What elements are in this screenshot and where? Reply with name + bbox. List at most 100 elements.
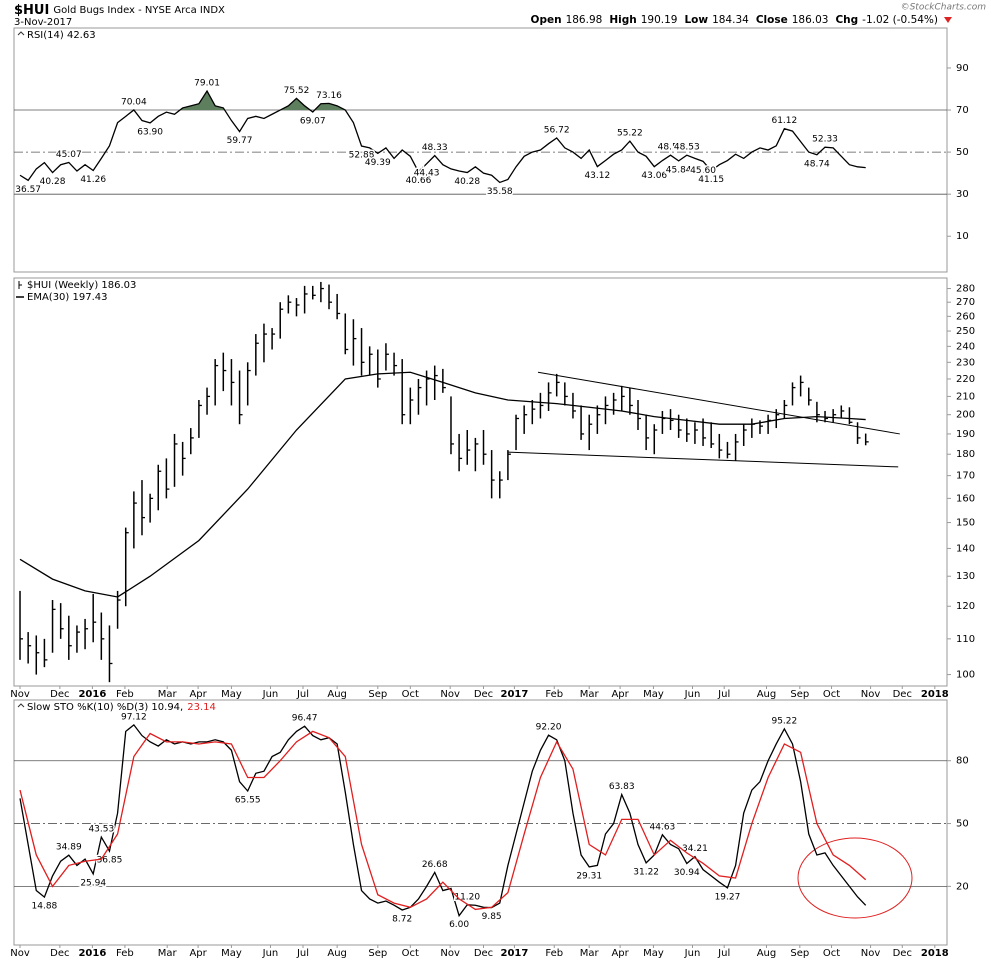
y-tick-label: 190 <box>956 429 975 440</box>
x-tick-label: Aug <box>327 689 347 700</box>
value-label: 55.22 <box>617 129 643 139</box>
value-label: 63.83 <box>609 782 635 792</box>
value-label: 44.63 <box>650 822 676 832</box>
legend-label-d: 23.14 <box>187 702 216 713</box>
x-tick-label: Apr <box>611 948 629 959</box>
legend-label: EMA(30) 197.43 <box>27 292 107 303</box>
x-tick-label: Mar <box>158 689 178 700</box>
y-tick-label: 80 <box>956 756 969 767</box>
value-label: 43.12 <box>584 171 610 181</box>
y-tick-label: 180 <box>956 449 975 460</box>
value-label: 52.33 <box>812 135 838 145</box>
x-tick-label: Jul <box>296 948 309 959</box>
y-tick-label: 20 <box>956 881 969 892</box>
y-tick-label: 150 <box>956 518 975 529</box>
y-tick-label: 270 <box>956 297 975 308</box>
y-tick-label: 280 <box>956 284 975 295</box>
x-tick-label: Feb <box>545 689 563 700</box>
value-label: 30.94 <box>674 868 700 878</box>
legend-label: Slow STO %K(10) %D(3) 10.94, <box>27 702 183 713</box>
value-label: 14.88 <box>32 902 58 912</box>
value-label: 8.72 <box>392 914 412 924</box>
value-label: 35.58 <box>487 187 513 197</box>
y-tick-label: 130 <box>956 571 975 582</box>
y-tick-label: 100 <box>956 670 975 681</box>
quote-label: Open <box>531 14 562 26</box>
value-label: 31.22 <box>633 867 659 877</box>
value-label: 63.90 <box>137 127 163 137</box>
value-label: 70.04 <box>121 97 147 107</box>
value-label: 34.21 <box>682 844 708 854</box>
y-tick-label: 140 <box>956 543 975 554</box>
quote-value: 186.98 <box>566 14 603 26</box>
value-label: 40.28 <box>454 177 480 187</box>
value-label: 25.94 <box>80 878 106 888</box>
x-tick-label: Nov <box>440 948 460 959</box>
quote-value: 186.03 <box>792 14 829 26</box>
value-label: 92.20 <box>536 723 562 733</box>
down-arrow <box>944 17 952 23</box>
value-label: 19.27 <box>715 892 741 902</box>
x-tick-label: Jul <box>717 948 730 959</box>
value-label: 29.31 <box>576 871 602 881</box>
y-tick-label: 210 <box>956 391 975 402</box>
value-label: 75.52 <box>284 86 310 96</box>
value-label: 41.26 <box>80 175 106 185</box>
y-tick-label: 160 <box>956 493 975 504</box>
x-tick-label: Feb <box>116 689 134 700</box>
legend-label: $HUI (Weekly) 186.03 <box>27 280 136 291</box>
y-tick-label: 30 <box>956 189 969 200</box>
x-tick-label: Mar <box>580 689 600 700</box>
logo: ©StockCharts.com <box>901 3 987 13</box>
value-label: 45.07 <box>56 150 82 160</box>
x-tick-label: 2017 <box>500 689 528 700</box>
value-label: 6.00 <box>449 920 469 930</box>
value-label: 43.06 <box>641 171 667 181</box>
quote: Open 186.98 High 190.19 Low 184.34 Close 186.03… <box>531 14 938 26</box>
x-tick-label: Sep <box>790 689 809 700</box>
x-tick-label: Sep <box>368 689 387 700</box>
line <box>19 371 866 598</box>
legend-label: RSI(14) 42.63 <box>27 30 96 41</box>
x-tick-label: Oct <box>402 689 419 700</box>
x-tick-label: Nov <box>10 689 30 700</box>
x-tick-label: 2018 <box>921 689 949 700</box>
value-label: 56.72 <box>544 125 570 135</box>
value-label: 45.60 <box>690 166 716 176</box>
value-label: 49.39 <box>365 158 391 168</box>
value-label: 69.07 <box>300 116 326 126</box>
x-tick-label: Mar <box>580 948 600 959</box>
value-label: 48.53 <box>674 143 700 153</box>
value-label: 40.28 <box>40 177 66 187</box>
y-tick-label: 200 <box>956 410 975 421</box>
x-tick-label: Dec <box>893 948 912 959</box>
x-tick-label: Feb <box>116 948 134 959</box>
x-tick-label: May <box>221 948 242 959</box>
y-tick-label: 110 <box>956 634 975 645</box>
x-tick-label: Nov <box>440 689 460 700</box>
value-label: 40.66 <box>406 176 432 186</box>
x-tick-label: 2018 <box>921 948 949 959</box>
value-label: 48.74 <box>804 159 830 169</box>
legend: RSI(14) 42.63 <box>27 30 96 41</box>
value-label: 96.47 <box>292 714 318 724</box>
x-tick-label: Jul <box>296 689 309 700</box>
y-tick-label: 230 <box>956 357 975 368</box>
value-label: 59.77 <box>227 136 253 146</box>
x-tick-label: Jun <box>262 948 279 959</box>
x-tick-label: Nov <box>861 689 881 700</box>
y-tick-label: 250 <box>956 326 975 337</box>
x-tick-label: Oct <box>402 948 419 959</box>
value-label: 48.53 <box>658 143 684 153</box>
quote-label: High <box>609 14 636 26</box>
quote-label: Low <box>684 14 708 26</box>
value-label: 34.89 <box>56 843 82 853</box>
legend-icon <box>18 281 22 289</box>
y-tick-label: 50 <box>956 819 969 830</box>
quote-value: 184.34 <box>712 14 749 26</box>
legend-icon <box>17 703 25 708</box>
x-tick-label: Apr <box>189 689 207 700</box>
quote-label: Chg <box>835 14 858 26</box>
trendline <box>537 371 900 435</box>
x-tick-label: Dec <box>474 689 493 700</box>
